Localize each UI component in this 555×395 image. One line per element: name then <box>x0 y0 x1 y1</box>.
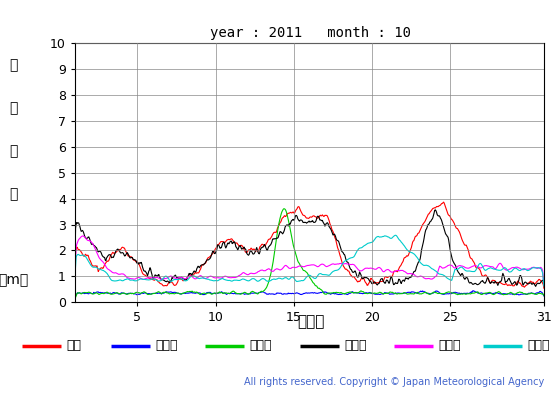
Text: year : 2011   month : 10: year : 2011 month : 10 <box>210 26 411 40</box>
Text: 石廀崎: 石廀崎 <box>250 339 273 352</box>
Text: （日）: （日） <box>297 314 325 329</box>
Text: All rights reserved. Copyright © Japan Meteorological Agency: All rights reserved. Copyright © Japan M… <box>244 377 544 387</box>
Text: 福江島: 福江島 <box>438 339 461 352</box>
Text: 松前: 松前 <box>67 339 82 352</box>
Text: 経ヶ嫂: 経ヶ嫂 <box>344 339 367 352</box>
Text: （m）: （m） <box>0 274 29 288</box>
Text: 高: 高 <box>9 187 18 201</box>
Text: 波: 波 <box>9 144 18 158</box>
Text: 有: 有 <box>9 58 18 72</box>
Text: 江ノ島: 江ノ島 <box>155 339 178 352</box>
Text: 佐多嫂: 佐多嫂 <box>527 339 550 352</box>
Text: 義: 義 <box>9 101 18 115</box>
